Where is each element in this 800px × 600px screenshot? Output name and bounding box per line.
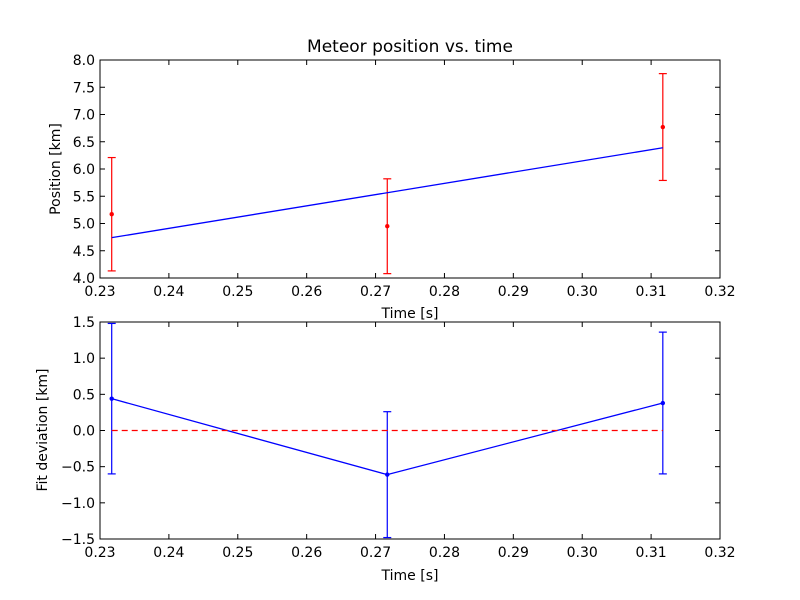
deviation-y-axis-label: Fit deviation [km]	[35, 368, 51, 491]
deviation-x-tick-label: 0.23	[84, 545, 115, 561]
position-y-tick-label: 5.0	[73, 217, 95, 233]
deviation-x-tick-label: 0.30	[567, 545, 598, 561]
position-x-tick-label: 0.23	[84, 284, 115, 300]
position-x-tick-label: 0.27	[360, 284, 391, 300]
deviation-x-tick-label: 0.28	[429, 545, 460, 561]
position-y-tick-label: 4.0	[73, 271, 95, 287]
deviation-x-tick-label: 0.26	[291, 545, 322, 561]
deviation-y-tick-label: 0.0	[73, 424, 95, 440]
position-plot-area	[107, 73, 667, 275]
position-y-tick-label: 7.5	[73, 80, 95, 96]
position-y-axis: 4.0 4.5 5.0 5.5 6.0 6.5 7.0 7.5 8.0	[73, 53, 720, 287]
position-fit-line	[111, 147, 663, 239]
deviation-y-tick-label: −1.5	[61, 532, 95, 548]
position-x-tick-label: 0.30	[567, 284, 598, 300]
position-y-tick-label: 7.0	[73, 108, 95, 124]
position-y-tick-label: 6.0	[73, 162, 95, 178]
position-y-tick-label: 5.5	[73, 189, 95, 205]
position-x-tick-label: 0.26	[291, 284, 322, 300]
position-x-tick-label: 0.29	[498, 284, 529, 300]
position-x-axis-label: Time [s]	[381, 306, 439, 322]
deviation-y-tick-label: −1.0	[61, 496, 95, 512]
deviation-x-tick-label: 0.31	[636, 545, 667, 561]
deviation-y-tick-label: 1.0	[73, 351, 95, 367]
chart-title: Meteor position vs. time	[307, 37, 513, 57]
position-y-tick-label: 6.5	[73, 135, 95, 151]
deviation-panel: 0.23 0.24 0.25 0.26 0.27 0.28 0.29 0.30 0.31 0.32…	[35, 315, 736, 584]
position-x-tick-label: 0.31	[636, 284, 667, 300]
deviation-plot-area	[107, 322, 667, 539]
deviation-x-axis-label: Time [s]	[381, 568, 439, 584]
position-panel: Meteor position vs. time 0.23 0.24 0.25 0.2…	[48, 37, 736, 322]
position-data-point	[109, 212, 114, 217]
deviation-y-tick-label: −0.5	[61, 460, 95, 476]
position-x-tick-label: 0.28	[429, 284, 460, 300]
deviation-x-axis: 0.23 0.24 0.25 0.26 0.27 0.28 0.29 0.30 0.31 0.32	[84, 322, 736, 561]
deviation-x-tick-label: 0.32	[704, 545, 735, 561]
position-data-point	[660, 124, 666, 130]
deviation-data-point	[385, 472, 390, 477]
deviation-x-tick-label: 0.24	[153, 545, 184, 561]
position-y-axis-label: Position [km]	[48, 123, 64, 215]
position-y-tick-label: 8.0	[73, 53, 95, 69]
position-x-axis: 0.23 0.24 0.25 0.26 0.27 0.28 0.29 0.30 0.31 0.32	[84, 60, 736, 300]
position-data-point	[385, 224, 390, 229]
deviation-x-tick-label: 0.29	[498, 545, 529, 561]
position-x-tick-label: 0.32	[704, 284, 735, 300]
deviation-data-point	[660, 400, 666, 406]
deviation-y-axis: −1.5 −1.0 −0.5 0.0 0.5 1.0 1.5	[61, 315, 720, 548]
deviation-y-tick-label: 0.5	[73, 387, 95, 403]
deviation-x-tick-label: 0.27	[360, 545, 391, 561]
deviation-x-tick-label: 0.25	[222, 545, 253, 561]
deviation-y-tick-label: 1.5	[73, 315, 95, 331]
position-x-tick-label: 0.24	[153, 284, 184, 300]
position-y-tick-label: 4.5	[73, 244, 95, 260]
deviation-data-point	[109, 396, 114, 401]
position-x-tick-label: 0.25	[222, 284, 253, 300]
